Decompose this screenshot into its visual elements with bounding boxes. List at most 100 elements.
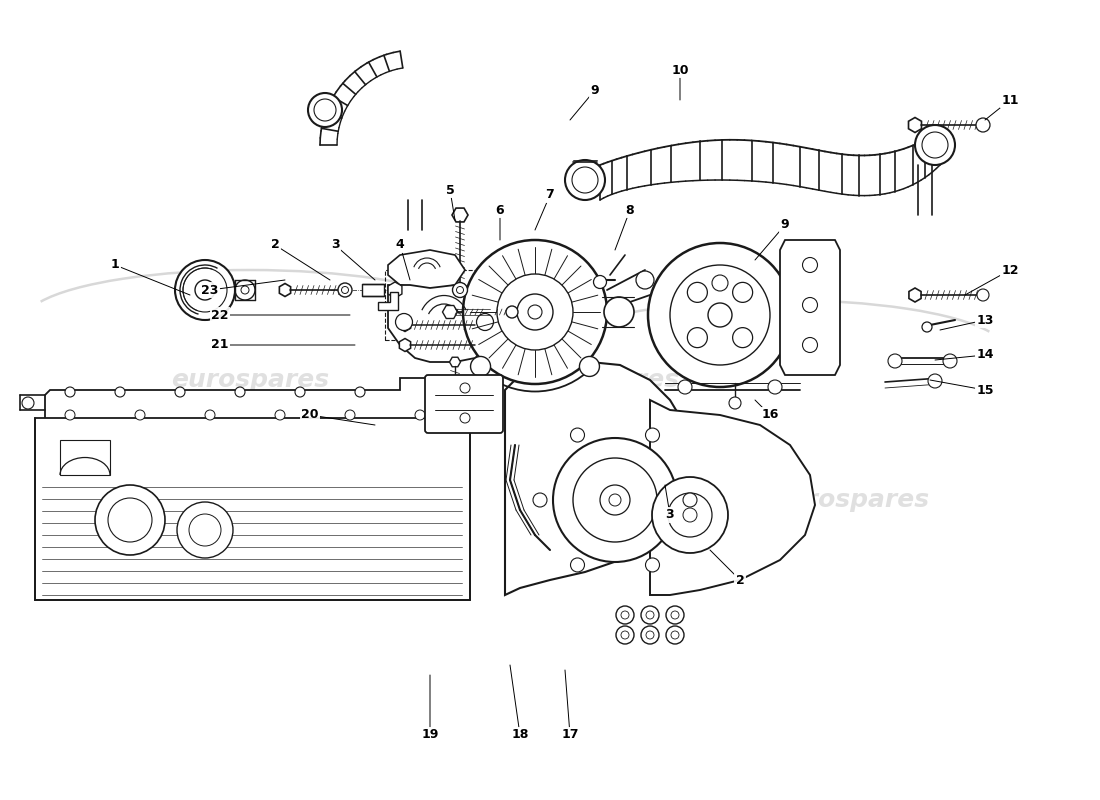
Text: 18: 18: [510, 665, 529, 742]
Circle shape: [803, 338, 817, 353]
Text: 17: 17: [561, 670, 579, 742]
Circle shape: [928, 374, 942, 388]
Circle shape: [922, 322, 932, 332]
Text: 16: 16: [755, 400, 779, 422]
Text: 15: 15: [930, 380, 993, 397]
Circle shape: [768, 380, 782, 394]
Circle shape: [175, 387, 185, 397]
Circle shape: [670, 265, 770, 365]
Circle shape: [652, 477, 728, 553]
Polygon shape: [388, 282, 401, 298]
Circle shape: [604, 297, 634, 327]
Circle shape: [733, 282, 752, 302]
Polygon shape: [388, 285, 500, 362]
Text: 13: 13: [940, 314, 993, 330]
Polygon shape: [279, 283, 290, 297]
Text: 9: 9: [570, 83, 600, 120]
Circle shape: [528, 305, 542, 319]
Circle shape: [456, 286, 463, 294]
Circle shape: [729, 397, 741, 409]
Circle shape: [463, 240, 607, 384]
Circle shape: [572, 167, 598, 193]
Circle shape: [977, 289, 989, 301]
Circle shape: [648, 243, 792, 387]
Circle shape: [476, 314, 494, 330]
Circle shape: [803, 298, 817, 313]
Text: 1: 1: [111, 258, 190, 295]
Text: 23: 23: [201, 280, 285, 297]
Polygon shape: [388, 250, 465, 290]
Text: 20: 20: [301, 409, 375, 425]
Circle shape: [600, 485, 630, 515]
Circle shape: [205, 410, 214, 420]
Circle shape: [497, 274, 573, 350]
Circle shape: [636, 271, 654, 289]
Text: 4: 4: [396, 238, 410, 280]
Text: 19: 19: [421, 675, 439, 742]
Text: 7: 7: [535, 189, 554, 230]
Circle shape: [621, 631, 629, 639]
Circle shape: [594, 275, 606, 289]
Circle shape: [22, 397, 34, 409]
Circle shape: [189, 514, 221, 546]
Circle shape: [580, 357, 600, 377]
Circle shape: [671, 611, 679, 619]
Polygon shape: [45, 378, 475, 420]
Text: 12: 12: [965, 263, 1019, 295]
Circle shape: [341, 286, 349, 294]
Circle shape: [396, 314, 412, 330]
Circle shape: [95, 485, 165, 555]
Circle shape: [976, 118, 990, 132]
Circle shape: [565, 160, 605, 200]
Polygon shape: [909, 288, 921, 302]
Circle shape: [943, 354, 957, 368]
Text: 6: 6: [496, 203, 504, 240]
Circle shape: [616, 606, 634, 624]
Circle shape: [65, 387, 75, 397]
Circle shape: [712, 275, 728, 291]
Circle shape: [65, 410, 75, 420]
Circle shape: [275, 410, 285, 420]
Circle shape: [460, 413, 470, 423]
Circle shape: [452, 282, 468, 298]
Bar: [362, 284, 384, 296]
Text: eurospares: eurospares: [771, 488, 929, 512]
Circle shape: [235, 387, 245, 397]
Text: eurospares: eurospares: [170, 368, 329, 392]
Circle shape: [175, 260, 235, 320]
Circle shape: [609, 494, 622, 506]
Polygon shape: [399, 318, 410, 331]
Circle shape: [888, 354, 902, 368]
Text: 8: 8: [615, 203, 635, 250]
Circle shape: [241, 286, 249, 294]
Circle shape: [308, 93, 342, 127]
Circle shape: [553, 438, 676, 562]
Text: 2: 2: [271, 238, 330, 280]
Circle shape: [195, 280, 214, 300]
Circle shape: [616, 626, 634, 644]
Circle shape: [733, 328, 752, 348]
Text: 22: 22: [211, 309, 350, 322]
Circle shape: [235, 280, 255, 300]
Circle shape: [116, 387, 125, 397]
Text: 3: 3: [331, 238, 375, 280]
Polygon shape: [378, 292, 398, 310]
Circle shape: [646, 631, 654, 639]
Circle shape: [708, 303, 732, 327]
Circle shape: [915, 125, 955, 165]
Circle shape: [415, 410, 425, 420]
Polygon shape: [505, 362, 690, 595]
Bar: [385, 270, 585, 340]
Circle shape: [666, 606, 684, 624]
Circle shape: [646, 428, 660, 442]
Text: 11: 11: [984, 94, 1019, 120]
Polygon shape: [650, 400, 815, 595]
Circle shape: [646, 611, 654, 619]
Circle shape: [135, 410, 145, 420]
Circle shape: [573, 458, 657, 542]
Polygon shape: [399, 338, 410, 351]
FancyBboxPatch shape: [425, 375, 503, 433]
Circle shape: [534, 493, 547, 507]
Circle shape: [345, 410, 355, 420]
Circle shape: [803, 258, 817, 273]
